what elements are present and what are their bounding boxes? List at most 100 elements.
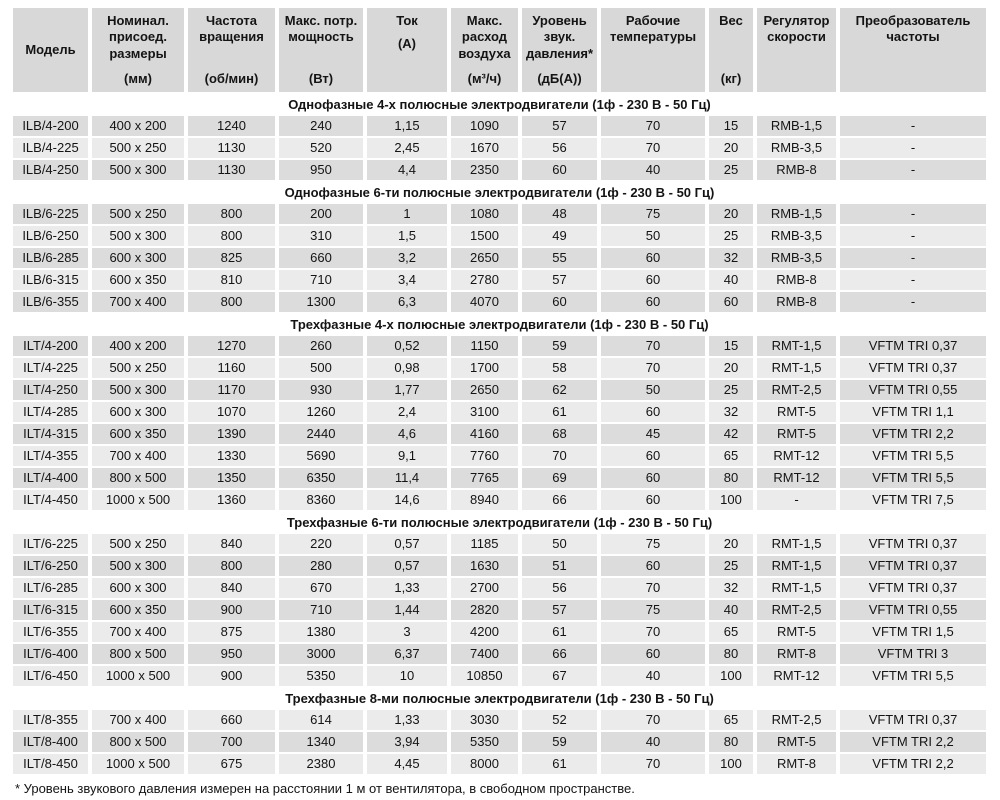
column-header-power: Макс. потр. мощность (Вт) — [279, 8, 363, 92]
cell-temperature: 75 — [601, 534, 705, 554]
cell-noise-level: 69 — [522, 468, 597, 488]
cell-current: 4,45 — [367, 754, 447, 774]
cell-current: 4,4 — [367, 160, 447, 180]
cell-rpm: 1130 — [188, 138, 275, 158]
cell-frequency-converter: VFTM TRI 7,5 — [840, 490, 986, 510]
section-title: Трехфазные 4-х полюсные электродвигатели… — [13, 314, 986, 334]
cell-noise-level: 70 — [522, 446, 597, 466]
cell-frequency-converter: - — [840, 204, 986, 224]
cell-current: 14,6 — [367, 490, 447, 510]
cell-current: 1,33 — [367, 578, 447, 598]
cell-dimensions: 800 x 500 — [92, 644, 184, 664]
cell-speed-regulator: RMT-1,5 — [757, 358, 836, 378]
cell-rpm: 800 — [188, 556, 275, 576]
cell-frequency-converter: VFTM TRI 5,5 — [840, 468, 986, 488]
cell-current: 11,4 — [367, 468, 447, 488]
cell-dimensions: 600 x 300 — [92, 248, 184, 268]
cell-frequency-converter: VFTM TRI 3 — [840, 644, 986, 664]
column-title: Преобразователь частоты — [855, 13, 971, 45]
column-title: Рабочие температуры — [609, 13, 697, 45]
cell-dimensions: 800 x 500 — [92, 732, 184, 752]
cell-current: 1,15 — [367, 116, 447, 136]
cell-rpm: 1270 — [188, 336, 275, 356]
column-header-model: Модель — [13, 8, 88, 92]
cell-rpm: 660 — [188, 710, 275, 730]
cell-rpm: 1360 — [188, 490, 275, 510]
cell-noise-level: 56 — [522, 138, 597, 158]
cell-current: 10 — [367, 666, 447, 686]
cell-weight: 40 — [709, 600, 753, 620]
cell-current: 1,44 — [367, 600, 447, 620]
cell-temperature: 60 — [601, 292, 705, 312]
cell-temperature: 70 — [601, 116, 705, 136]
cell-rpm: 900 — [188, 666, 275, 686]
cell-frequency-converter: VFTM TRI 0,37 — [840, 578, 986, 598]
column-title: Номинал. присоед. размеры — [107, 13, 169, 61]
cell-rpm: 700 — [188, 732, 275, 752]
cell-dimensions: 500 x 250 — [92, 204, 184, 224]
cell-weight: 100 — [709, 666, 753, 686]
column-title: Регулятор скорости — [763, 13, 830, 45]
cell-frequency-converter: VFTM TRI 2,2 — [840, 424, 986, 444]
cell-power: 8360 — [279, 490, 363, 510]
cell-airflow: 3100 — [451, 402, 518, 422]
cell-weight: 65 — [709, 446, 753, 466]
column-header-current: Ток (А) — [367, 8, 447, 92]
cell-frequency-converter: - — [840, 270, 986, 290]
cell-rpm: 1070 — [188, 402, 275, 422]
cell-power: 310 — [279, 226, 363, 246]
cell-temperature: 70 — [601, 336, 705, 356]
cell-current: 0,57 — [367, 534, 447, 554]
section-title: Трехфазные 6-ти полюсные электродвигател… — [13, 512, 986, 532]
cell-rpm: 1160 — [188, 358, 275, 378]
cell-dimensions: 500 x 250 — [92, 534, 184, 554]
cell-weight: 80 — [709, 644, 753, 664]
cell-rpm: 1240 — [188, 116, 275, 136]
cell-airflow: 5350 — [451, 732, 518, 752]
cell-rpm: 1330 — [188, 446, 275, 466]
cell-current: 0,52 — [367, 336, 447, 356]
cell-model: ILB/6-285 — [13, 248, 88, 268]
cell-temperature: 60 — [601, 402, 705, 422]
cell-weight: 25 — [709, 556, 753, 576]
cell-noise-level: 50 — [522, 534, 597, 554]
section-title: Трехфазные 8-ми полюсные электродвигател… — [13, 688, 986, 708]
cell-dimensions: 1000 x 500 — [92, 754, 184, 774]
column-title: Ток — [396, 13, 418, 28]
cell-current: 6,37 — [367, 644, 447, 664]
cell-frequency-converter: VFTM TRI 0,55 — [840, 600, 986, 620]
cell-weight: 65 — [709, 710, 753, 730]
cell-noise-level: 58 — [522, 358, 597, 378]
cell-weight: 25 — [709, 380, 753, 400]
cell-weight: 32 — [709, 578, 753, 598]
cell-temperature: 60 — [601, 446, 705, 466]
column-title: Вес — [719, 13, 743, 28]
cell-airflow: 1150 — [451, 336, 518, 356]
cell-rpm: 800 — [188, 204, 275, 224]
cell-model: ILT/6-355 — [13, 622, 88, 642]
section-title: Однофазные 4-х полюсные электродвигатели… — [13, 94, 986, 114]
cell-speed-regulator: RMT-2,5 — [757, 600, 836, 620]
cell-rpm: 810 — [188, 270, 275, 290]
cell-dimensions: 700 x 400 — [92, 622, 184, 642]
cell-power: 2440 — [279, 424, 363, 444]
column-unit: (м³/ч) — [467, 70, 502, 86]
cell-airflow: 1080 — [451, 204, 518, 224]
cell-noise-level: 61 — [522, 622, 597, 642]
cell-temperature: 60 — [601, 644, 705, 664]
cell-noise-level: 59 — [522, 732, 597, 752]
column-title: Макс. потр. мощность — [284, 13, 358, 45]
cell-noise-level: 57 — [522, 116, 597, 136]
cell-weight: 20 — [709, 138, 753, 158]
column-header-dimensions: Номинал. присоед. размеры (мм) — [92, 8, 184, 92]
cell-noise-level: 61 — [522, 402, 597, 422]
cell-frequency-converter: VFTM TRI 0,37 — [840, 336, 986, 356]
cell-current: 1,33 — [367, 710, 447, 730]
cell-model: ILT/4-225 — [13, 358, 88, 378]
column-unit: (мм) — [124, 70, 152, 86]
cell-current: 1 — [367, 204, 447, 224]
cell-dimensions: 400 x 200 — [92, 116, 184, 136]
cell-airflow: 10850 — [451, 666, 518, 686]
cell-noise-level: 68 — [522, 424, 597, 444]
